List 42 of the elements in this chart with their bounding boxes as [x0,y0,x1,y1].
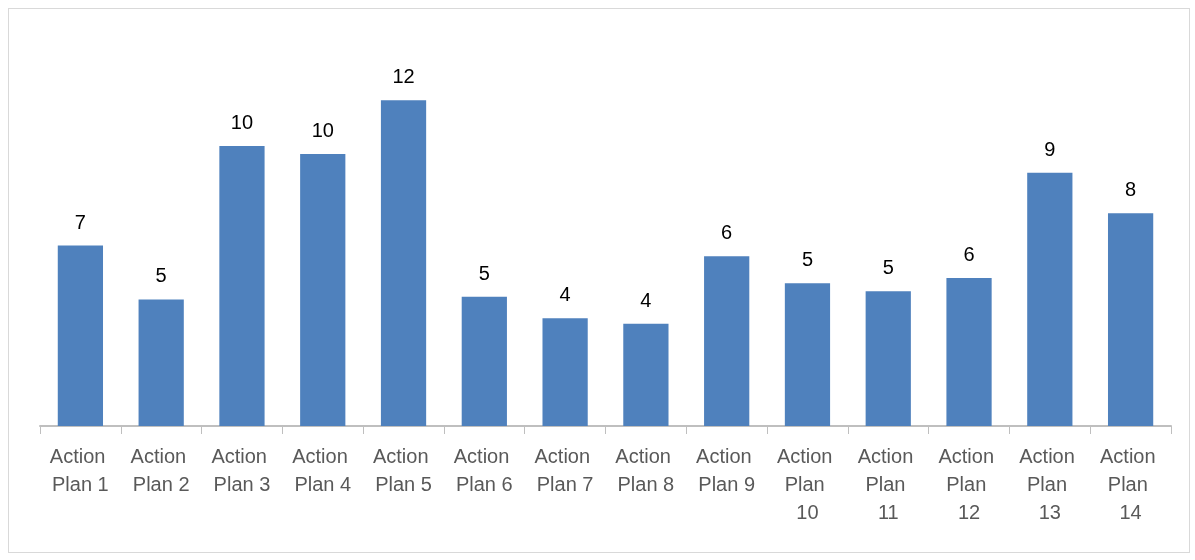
data-label: 10 [230,110,254,133]
data-label: 12 [392,65,415,88]
x-tick-label: Action Plan 11 [857,445,919,523]
x-tick-label: Action Plan 4 [292,445,354,495]
bar [300,154,346,426]
x-tick-label: Action Plan 6 [453,445,515,495]
x-tick-label: Action Plan 13 [1019,445,1081,523]
bar [704,256,750,426]
bar [623,323,669,426]
x-tick-label: Action Plan 5 [372,445,435,495]
x-tick-label: Action Plan 8 [615,445,677,495]
x-tick-label: Action Plan 1 [49,445,111,495]
data-label: 4 [559,283,571,306]
data-label: 5 [801,248,814,271]
data-label: 5 [882,256,894,279]
bar [784,283,831,426]
x-tick-label: Action Plan 2 [130,445,192,495]
bar [380,100,427,426]
data-label: 7 [74,210,86,233]
bar [138,299,184,426]
bar [1027,172,1073,426]
bar [946,277,992,426]
data-label: 10 [311,119,334,142]
x-tick-label: Action Plan 7 [534,445,596,495]
x-tick-label: Action Plan 10 [776,445,839,523]
data-label: 6 [721,221,733,244]
data-label: 4 [640,288,652,311]
bar [461,296,507,426]
x-tick-label: Action Plan 3 [211,445,273,495]
x-tick-label: Action Plan 12 [938,445,1000,523]
x-tick-label: Action Plan 9 [696,445,758,495]
bar [57,245,104,426]
data-label: 9 [1044,137,1056,160]
data-label: 5 [155,264,167,287]
bar [1107,213,1154,426]
bar [542,318,588,426]
data-label: 8 [1125,178,1137,201]
data-label: 6 [963,242,975,265]
data-label: 5 [478,261,490,284]
bar [865,291,911,426]
x-tick-label: Action Plan 14 [1100,445,1162,523]
bar [219,145,265,426]
